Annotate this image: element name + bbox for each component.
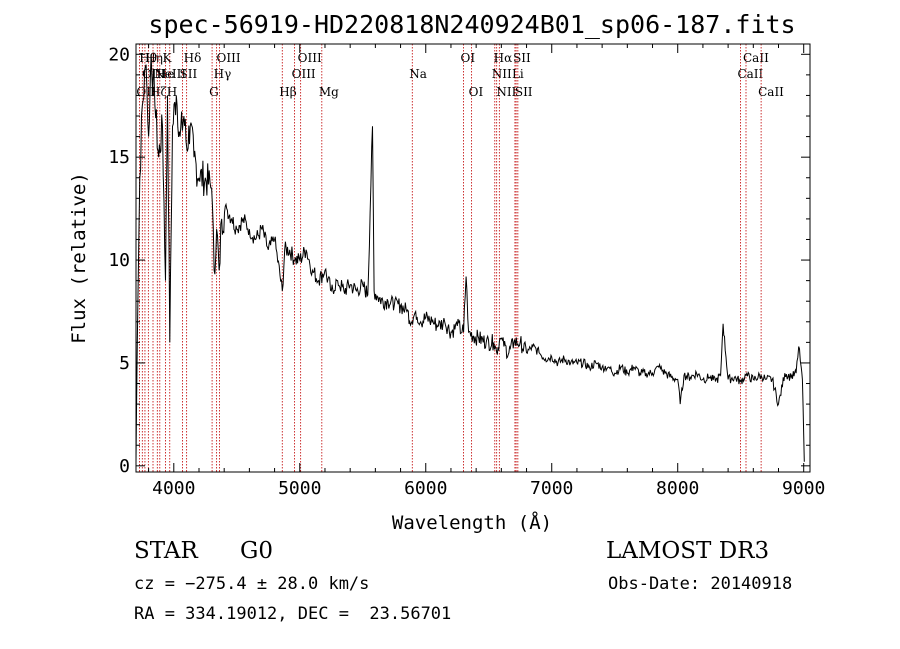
line-label: K <box>162 51 172 65</box>
y-tick-label: 15 <box>108 147 130 168</box>
line-label: Hγ <box>214 67 232 81</box>
y-tick-label: 5 <box>119 353 130 374</box>
object-subclass: G0 <box>240 538 274 564</box>
survey-name: LAMOST DR3 <box>606 538 770 564</box>
redshift-velocity: cz = −275.4 ± 28.0 km/s <box>134 574 370 594</box>
object-class: STAR <box>134 538 198 564</box>
line-label: SII <box>513 51 531 65</box>
line-label: NII <box>496 85 516 99</box>
line-label: Mg <box>319 85 339 99</box>
y-tick-label: 10 <box>108 250 130 271</box>
line-label: OIII <box>217 51 241 65</box>
line-label: NeIII <box>154 67 186 81</box>
line-label: CaII <box>737 67 763 81</box>
line-label: H <box>167 85 177 99</box>
line-label: Na <box>409 67 427 81</box>
line-label: SII <box>515 85 533 99</box>
x-tick-label: 7000 <box>530 478 573 499</box>
spectrum-line <box>135 54 805 462</box>
line-label: OI <box>469 85 484 99</box>
x-tick-label: 6000 <box>404 478 447 499</box>
x-axis: 4000 5000 6000 7000 8000 9000 <box>148 44 825 499</box>
line-label: CaII <box>758 85 784 99</box>
line-label: Hη <box>145 51 163 65</box>
x-tick-label: 4000 <box>152 478 195 499</box>
chart-title: spec-56919-HD220818N240924B01_sp06-187.f… <box>148 10 795 39</box>
line-label: Hδ <box>184 51 202 65</box>
x-axis-label: Wavelength (Å) <box>392 511 552 534</box>
line-label: NII <box>492 67 512 81</box>
line-label: Hβ <box>279 85 296 99</box>
line-label: SII <box>179 67 197 81</box>
line-label: OIII <box>292 67 316 81</box>
y-tick-label: 0 <box>119 456 130 477</box>
line-label: OIII <box>298 51 322 65</box>
spectral-line-markers: OIIHθOIIIHηHζNeIIIHeKHSIIHδGHγOIIIHβOIII… <box>136 44 784 472</box>
y-tick-label: 20 <box>108 44 130 65</box>
coordinates: RA = 334.19012, DEC = 23.56701 <box>134 604 452 624</box>
line-label: G <box>209 85 219 99</box>
plot-frame <box>135 43 811 473</box>
line-label: OII <box>136 85 156 99</box>
x-tick-label: 9000 <box>782 478 825 499</box>
y-axis: 0 5 10 15 20 <box>108 44 810 477</box>
line-label: CaII <box>743 51 769 65</box>
observation-date: Obs-Date: 20140918 <box>608 574 793 594</box>
line-label: OI <box>461 51 476 65</box>
x-tick-label: 8000 <box>656 478 699 499</box>
x-tick-label: 5000 <box>278 478 321 499</box>
y-axis-label: Flux (relative) <box>68 172 90 344</box>
line-label: Hα <box>494 51 513 65</box>
